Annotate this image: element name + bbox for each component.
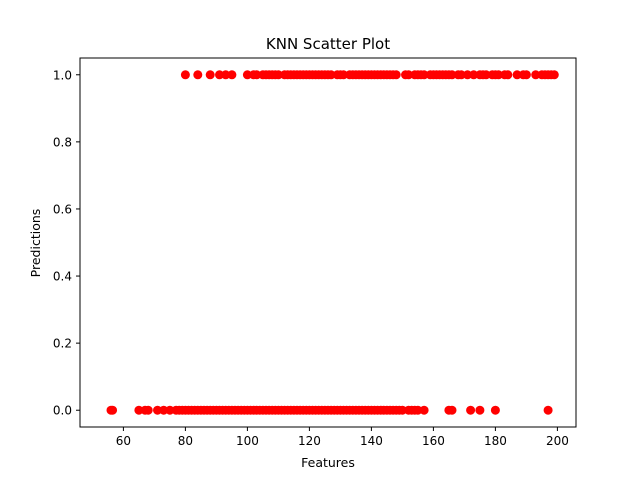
data-point xyxy=(512,70,522,80)
data-point xyxy=(447,70,457,80)
data-point xyxy=(165,405,175,415)
data-point xyxy=(205,70,215,80)
data-point xyxy=(397,405,407,415)
data-point xyxy=(475,405,485,415)
y-tick-label: 0.8 xyxy=(53,135,72,149)
data-point xyxy=(143,405,153,415)
data-point xyxy=(463,70,472,80)
data-point xyxy=(531,70,541,80)
data-point xyxy=(490,405,500,415)
data-point xyxy=(521,70,531,80)
data-point xyxy=(419,405,429,415)
data-point xyxy=(252,70,262,80)
x-axis-label: Features xyxy=(301,455,355,470)
x-tick-label: 200 xyxy=(546,434,569,448)
data-point xyxy=(391,70,401,80)
x-tick-label: 120 xyxy=(298,434,321,448)
y-tick-label: 0.0 xyxy=(53,404,72,418)
data-point xyxy=(413,405,423,415)
y-tick-label: 0.4 xyxy=(53,270,72,284)
x-tick-label: 60 xyxy=(116,434,131,448)
data-point xyxy=(326,70,336,80)
data-point xyxy=(469,70,479,80)
data-point xyxy=(503,70,513,80)
y-tick-label: 1.0 xyxy=(53,68,72,82)
chart-title: KNN Scatter Plot xyxy=(266,35,390,53)
data-point xyxy=(221,70,231,80)
data-point xyxy=(466,405,476,415)
data-point xyxy=(404,70,414,80)
data-point xyxy=(273,70,283,80)
x-tick-label: 100 xyxy=(236,434,259,448)
data-point xyxy=(134,405,144,415)
y-tick-label: 0.6 xyxy=(53,202,72,216)
data-point xyxy=(215,70,224,80)
data-point xyxy=(481,70,491,80)
data-point xyxy=(543,405,553,415)
data-point xyxy=(339,70,348,80)
data-point xyxy=(227,70,237,80)
data-point xyxy=(108,405,118,415)
data-point xyxy=(419,70,429,80)
data-point xyxy=(242,70,252,80)
y-axis: 0.0 0.2 0.4 0.6 0.8 1.0 xyxy=(53,68,80,418)
data-point xyxy=(180,70,190,80)
points-layer xyxy=(106,70,559,415)
y-tick-label: 0.2 xyxy=(53,337,72,351)
data-point xyxy=(447,405,457,415)
x-tick-label: 180 xyxy=(484,434,507,448)
x-tick-label: 160 xyxy=(422,434,445,448)
data-point xyxy=(456,70,466,80)
y-axis-label: Predictions xyxy=(28,209,43,278)
data-point xyxy=(193,70,203,80)
x-axis: 60 80 100 120 140 160 180 200 xyxy=(116,427,569,448)
data-point xyxy=(549,70,559,80)
data-point xyxy=(494,70,503,80)
x-tick-label: 140 xyxy=(360,434,383,448)
x-tick-label: 80 xyxy=(178,434,193,448)
data-point xyxy=(153,405,162,415)
data-point xyxy=(159,405,169,415)
plot-frame xyxy=(79,57,577,428)
